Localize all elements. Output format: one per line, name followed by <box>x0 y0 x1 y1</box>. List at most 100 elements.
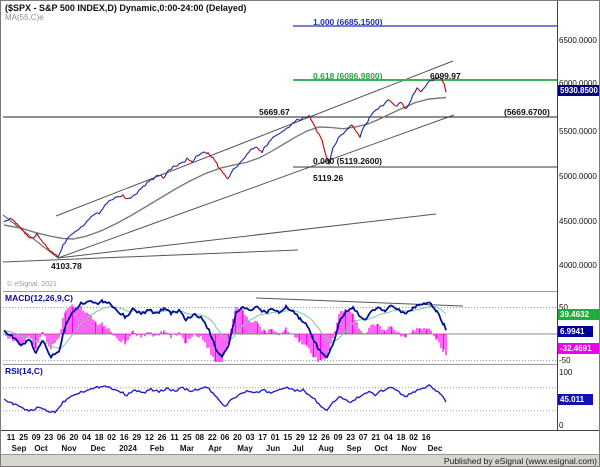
price-series <box>88 216 92 220</box>
esignal-watermark: © eSignal, 2021 <box>7 281 57 288</box>
price-series <box>112 197 116 201</box>
price-series <box>334 141 338 146</box>
price-series <box>367 118 370 122</box>
price-series <box>82 223 86 227</box>
price-series <box>178 162 182 165</box>
fib-0000-label: 0.000 (5119.2600) <box>313 155 383 166</box>
price-series <box>221 170 224 174</box>
price-series <box>219 168 223 172</box>
month-label: Oct <box>374 443 388 453</box>
price-series <box>26 234 30 239</box>
price-series <box>370 112 374 116</box>
price-series <box>316 131 320 135</box>
date-label: 07 <box>358 432 368 442</box>
price-series <box>412 91 416 95</box>
price-series <box>40 239 44 244</box>
trendline-3 <box>2 249 299 263</box>
fib-1000-label: 1.000 (6685.1500) <box>313 16 383 27</box>
price-series <box>261 147 265 154</box>
month-label: Dec <box>427 443 443 453</box>
price-series <box>332 144 336 148</box>
price-series <box>180 161 184 164</box>
price-series <box>272 135 276 138</box>
price-series <box>268 139 272 143</box>
date-label: 20 <box>69 432 79 442</box>
date-label: 15 <box>283 432 293 442</box>
price-series <box>288 124 292 128</box>
date-label: 26 <box>157 432 167 442</box>
date-label: 06 <box>56 432 66 442</box>
month-label: Mar <box>179 443 195 453</box>
price-series <box>86 218 90 222</box>
price-series <box>392 103 396 106</box>
price-series <box>138 188 142 191</box>
price-series <box>3 220 7 223</box>
price-series <box>90 214 94 218</box>
price-axis-label: 5500.0000 <box>559 126 597 136</box>
date-label: 23 <box>44 432 54 442</box>
price-series <box>66 236 70 240</box>
level-5669-right-label: (5669.6700) <box>504 106 550 117</box>
price-series <box>229 171 233 176</box>
price-series <box>160 174 164 179</box>
price-series <box>266 141 270 146</box>
price-series <box>18 225 22 229</box>
price-series <box>207 152 211 156</box>
price-series <box>148 178 152 182</box>
price-series <box>191 159 195 163</box>
price-series <box>156 174 160 177</box>
price-series <box>38 236 42 241</box>
price-series <box>284 127 288 131</box>
price-series <box>227 175 231 180</box>
price-series <box>5 219 9 222</box>
price-series <box>158 174 162 177</box>
date-label: 04 <box>82 432 91 442</box>
price-series <box>62 242 66 246</box>
price-series <box>378 105 382 108</box>
date-label: 16 <box>119 432 129 442</box>
price-series <box>74 230 78 233</box>
month-label: 2024 <box>119 443 137 453</box>
price-series <box>9 217 13 220</box>
date-label: 29 <box>132 432 142 442</box>
price-series <box>377 107 380 110</box>
price-series <box>200 151 204 154</box>
price-series <box>430 79 434 82</box>
price-series <box>330 147 334 156</box>
date-label: 01 <box>270 432 280 442</box>
date-label: 16 <box>421 432 431 442</box>
price-series <box>50 251 54 253</box>
macd-axis-label: -50 <box>559 355 571 365</box>
price-series <box>325 155 329 162</box>
price-series <box>323 148 327 156</box>
price-series <box>390 101 394 105</box>
price-series <box>373 109 377 113</box>
month-label: Dec <box>90 443 106 453</box>
price-series <box>408 100 412 105</box>
price-series <box>274 134 278 137</box>
date-label: 08 <box>195 432 205 442</box>
month-label: Feb <box>149 443 165 453</box>
price-series <box>282 129 286 132</box>
peak-price-label: 6099.97 <box>430 70 461 81</box>
price-series <box>108 199 112 202</box>
price-series <box>196 154 200 157</box>
price-series <box>420 88 424 93</box>
date-label: 12 <box>144 432 154 442</box>
price-series <box>439 77 443 81</box>
price-series <box>383 101 387 105</box>
price-series <box>44 243 48 248</box>
price-series <box>154 174 158 178</box>
price-series <box>46 246 50 251</box>
price-series <box>388 99 392 103</box>
price-series <box>234 166 238 169</box>
price-series <box>294 118 298 123</box>
price-series <box>209 155 213 159</box>
price-series <box>163 174 167 179</box>
price-series <box>270 136 274 141</box>
rsi-line <box>3 384 447 414</box>
price-series <box>106 200 110 204</box>
price-series <box>16 223 20 227</box>
